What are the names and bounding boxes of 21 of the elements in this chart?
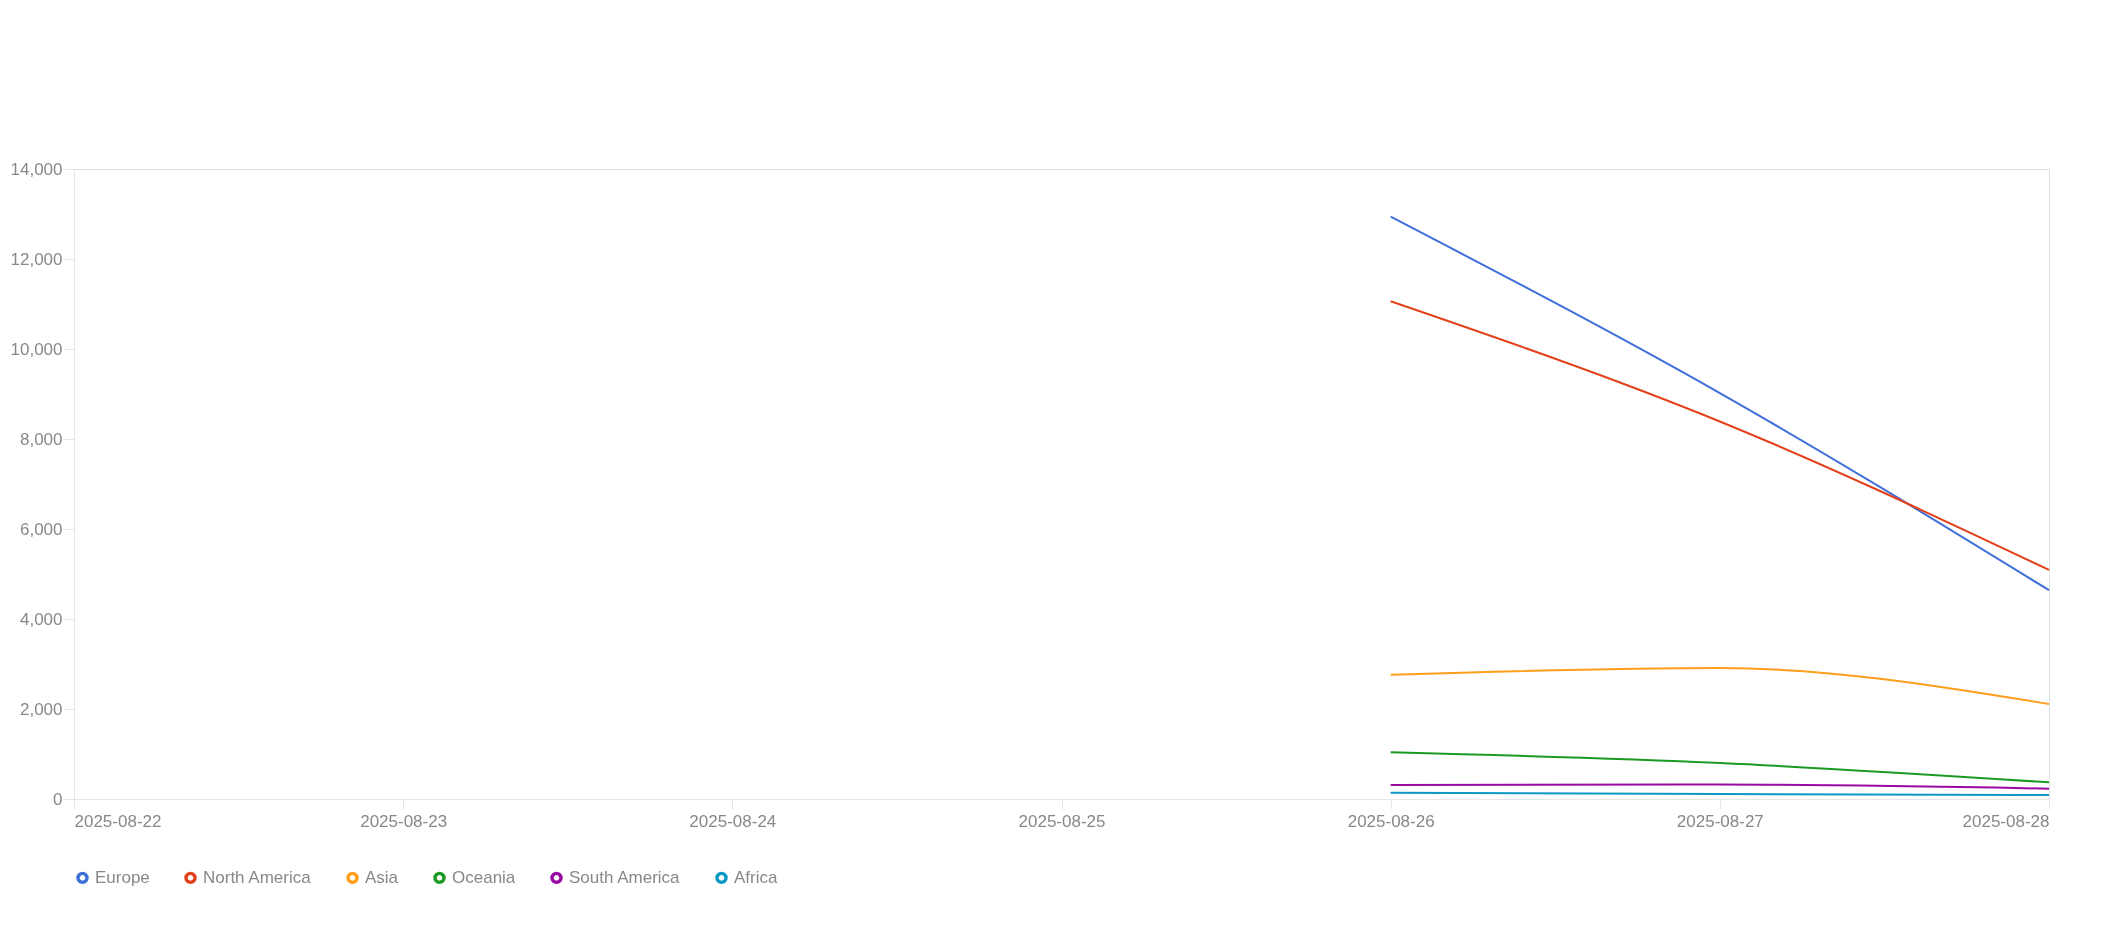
y-tick-label: 8,000 <box>19 429 63 449</box>
legend-label: Oceania <box>452 867 516 887</box>
y-tick-label: 14,000 <box>10 159 63 179</box>
y-tick-label: 6,000 <box>19 519 63 539</box>
x-tick-label: 2025-08-26 <box>1347 811 1435 831</box>
y-tick-label: 10,000 <box>10 339 63 359</box>
legend-label: North America <box>203 867 312 887</box>
x-tick-label: 2025-08-23 <box>360 811 448 831</box>
x-tick-label: 2025-08-22 <box>74 811 162 831</box>
legend-label: South America <box>569 867 681 887</box>
legend-label: Africa <box>734 867 778 887</box>
legend-label: Asia <box>365 867 399 887</box>
legend-label: Europe <box>95 867 150 887</box>
x-tick-label: 2025-08-27 <box>1676 811 1764 831</box>
x-tick-label: 2025-08-25 <box>1018 811 1106 831</box>
y-tick-label: 12,000 <box>10 249 63 269</box>
y-tick-label: 4,000 <box>19 609 63 629</box>
x-tick-label: 2025-08-24 <box>689 811 777 831</box>
x-tick-label: 2025-08-28 <box>1962 811 2050 831</box>
y-tick-label: 0 <box>53 789 63 809</box>
y-tick-label: 2,000 <box>19 699 63 719</box>
